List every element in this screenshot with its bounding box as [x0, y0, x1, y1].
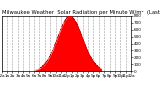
Text: Milwaukee Weather  Solar Radiation per Minute W/m²  (Last 24 Hours): Milwaukee Weather Solar Radiation per Mi…	[2, 10, 160, 15]
